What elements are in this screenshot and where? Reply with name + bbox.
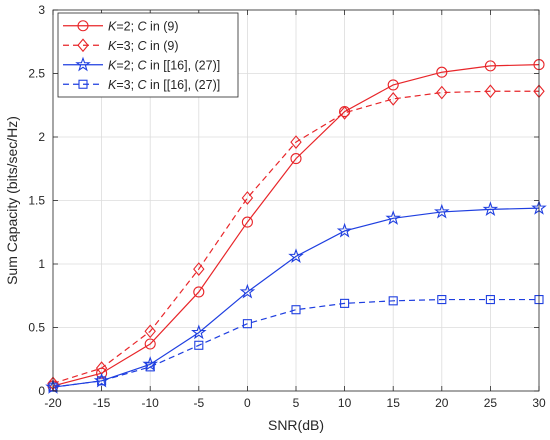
- star-marker: [142, 356, 158, 371]
- square-marker: [485, 295, 495, 305]
- y-axis-label: Sum Capacity (bits/sec/Hz): [4, 116, 20, 285]
- star-marker: [482, 201, 499, 217]
- star-marker: [385, 210, 401, 225]
- star-marker: [336, 222, 353, 238]
- circle-marker: [387, 79, 399, 91]
- series-line: [52, 64, 540, 387]
- square-marker: [78, 79, 88, 89]
- star-marker: [434, 203, 450, 219]
- star-marker: [191, 324, 207, 340]
- legend: K=2; C in (9) K=3; C in (9) K=2; C in [[16…: [57, 12, 239, 98]
- x-tick-label: 20: [435, 396, 449, 410]
- circle-marker: [484, 60, 496, 72]
- star-marker: [288, 248, 304, 263]
- star-marker: [93, 372, 110, 388]
- square-marker: [145, 362, 155, 372]
- diamond-marker: [436, 85, 448, 100]
- series-line: [52, 207, 540, 388]
- x-tick-label: -5: [193, 396, 204, 410]
- legend-label: K=3; C in [[16], (27)]: [108, 78, 220, 92]
- legend-item: K=3; C in [[16], (27)]: [63, 78, 220, 92]
- series-layer: [45, 59, 547, 394]
- star-marker: [239, 283, 256, 299]
- x-axis-label: SNR(dB): [268, 417, 324, 433]
- diamond-marker: [77, 38, 89, 53]
- axis-ticks: -20 -15 -10 -5 0 5 10 15 20 25 30 0 0.5 1 1.5 2 2.5 3: [28, 3, 546, 410]
- circle-marker: [77, 20, 89, 32]
- x-tick-label: 30: [532, 396, 546, 410]
- y-tick-label: 2.5: [28, 67, 45, 81]
- y-tick-label: 3: [38, 3, 45, 17]
- legend-item: K=2; C in (9): [63, 19, 179, 33]
- circle-marker: [144, 338, 156, 350]
- legend-item: K=2; C in [[16], (27)]: [63, 56, 220, 72]
- square-marker: [340, 298, 350, 308]
- legend-label: K=2; C in [[16], (27)]: [108, 58, 220, 72]
- legend-item: K=3; C in (9): [63, 38, 179, 53]
- x-tick-label: 0: [244, 396, 251, 410]
- circle-marker: [241, 216, 253, 228]
- diamond-marker: [193, 262, 205, 276]
- series-line: [52, 298, 539, 388]
- square-marker: [194, 340, 204, 350]
- x-tick-label: -20: [44, 396, 62, 410]
- square-marker: [437, 295, 447, 305]
- diamond-marker: [338, 106, 351, 120]
- x-tick-label: 10: [338, 396, 352, 410]
- y-tick-label: 1.5: [28, 194, 45, 208]
- series-3: [45, 199, 547, 394]
- x-tick-label: -15: [93, 396, 111, 410]
- diamond-marker: [144, 324, 156, 339]
- y-tick-label: 0.5: [28, 321, 45, 335]
- square-marker: [388, 296, 398, 306]
- x-tick-label: 15: [387, 396, 401, 410]
- legend-label: K=3; C in (9): [108, 39, 179, 53]
- x-tick-label: 5: [293, 396, 300, 410]
- circle-marker: [290, 153, 302, 165]
- legend-label: K=2; C in (9): [108, 19, 179, 33]
- y-tick-label: 1: [38, 257, 45, 271]
- square-marker: [242, 319, 252, 329]
- x-tick-label: 25: [484, 396, 498, 410]
- diamond-marker: [241, 191, 254, 205]
- star-marker: [75, 56, 91, 72]
- circle-marker: [193, 286, 205, 298]
- diamond-marker: [290, 135, 302, 149]
- diamond-marker: [387, 92, 399, 106]
- x-tick-label: -10: [142, 396, 160, 410]
- circle-marker: [436, 66, 448, 78]
- y-tick-label: 0: [38, 384, 45, 398]
- diamond-marker: [484, 84, 497, 99]
- series-line: [52, 90, 539, 384]
- square-marker: [291, 305, 301, 315]
- square-marker: [97, 376, 107, 386]
- y-tick-label: 2: [38, 130, 45, 144]
